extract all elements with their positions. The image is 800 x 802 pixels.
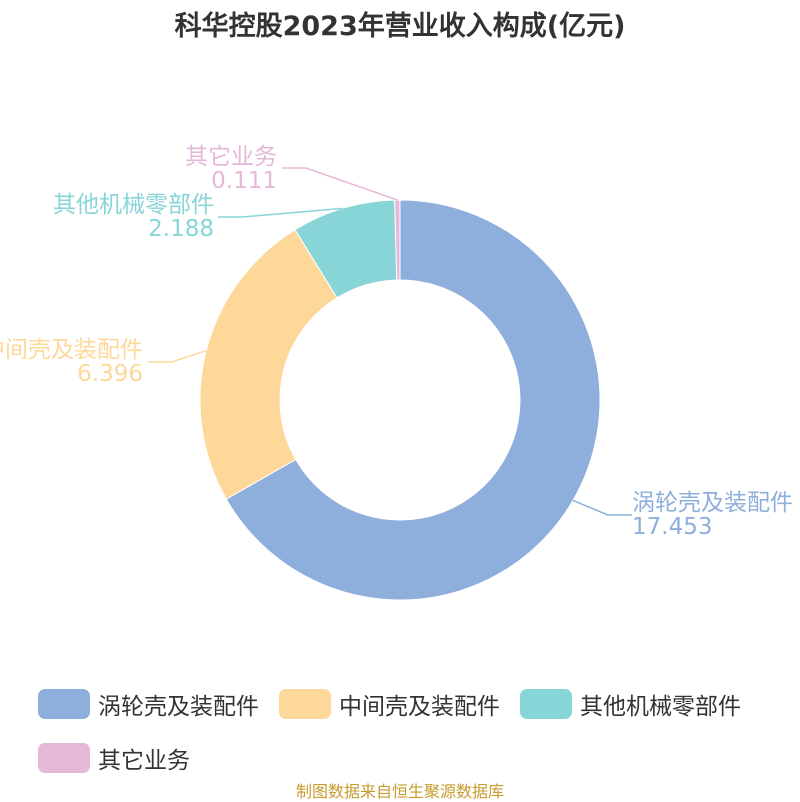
slice-label: 涡轮壳及装配件 bbox=[632, 490, 793, 516]
slice-value-label: 17.453 bbox=[632, 514, 712, 540]
legend-label: 其它业务 bbox=[98, 748, 190, 774]
legend-label: 其他机械零部件 bbox=[580, 694, 741, 720]
chart-title: 科华控股2023年营业收入构成(亿元) bbox=[174, 11, 626, 42]
slice-label: 其他机械零部件 bbox=[53, 192, 214, 218]
legend-item-intermediate-housing[interactable]: 中间壳及装配件 bbox=[279, 686, 500, 722]
legend-label: 中间壳及装配件 bbox=[339, 694, 500, 720]
leader-line bbox=[148, 349, 207, 363]
legend-item-turbine-housing[interactable]: 涡轮壳及装配件 bbox=[38, 686, 259, 722]
legend-swatch bbox=[38, 743, 90, 773]
leader-line bbox=[572, 499, 632, 516]
leader-line bbox=[218, 207, 343, 218]
legend-swatch bbox=[520, 689, 572, 719]
slice-label: 其它业务 bbox=[185, 144, 277, 170]
slice-value-label: 2.188 bbox=[148, 216, 214, 242]
donut-slice[interactable] bbox=[199, 229, 338, 500]
leader-line bbox=[282, 167, 398, 201]
legend-swatch bbox=[38, 689, 90, 719]
chart-legend: 涡轮壳及装配件 中间壳及装配件 其他机械零部件 其它业务 bbox=[38, 686, 798, 776]
legend-item-other-mechanical-parts[interactable]: 其他机械零部件 bbox=[520, 686, 741, 722]
slice-value-label: 6.396 bbox=[77, 361, 143, 387]
legend-swatch bbox=[279, 689, 331, 719]
legend-label: 涡轮壳及装配件 bbox=[98, 694, 259, 720]
slice-value-label: 0.111 bbox=[211, 168, 277, 194]
slice-label: 中间壳及装配件 bbox=[0, 337, 143, 363]
donut-slice[interactable] bbox=[225, 199, 601, 601]
source-note: 制图数据来自恒生聚源数据库 bbox=[295, 782, 504, 801]
legend-item-other-business[interactable]: 其它业务 bbox=[38, 740, 190, 776]
